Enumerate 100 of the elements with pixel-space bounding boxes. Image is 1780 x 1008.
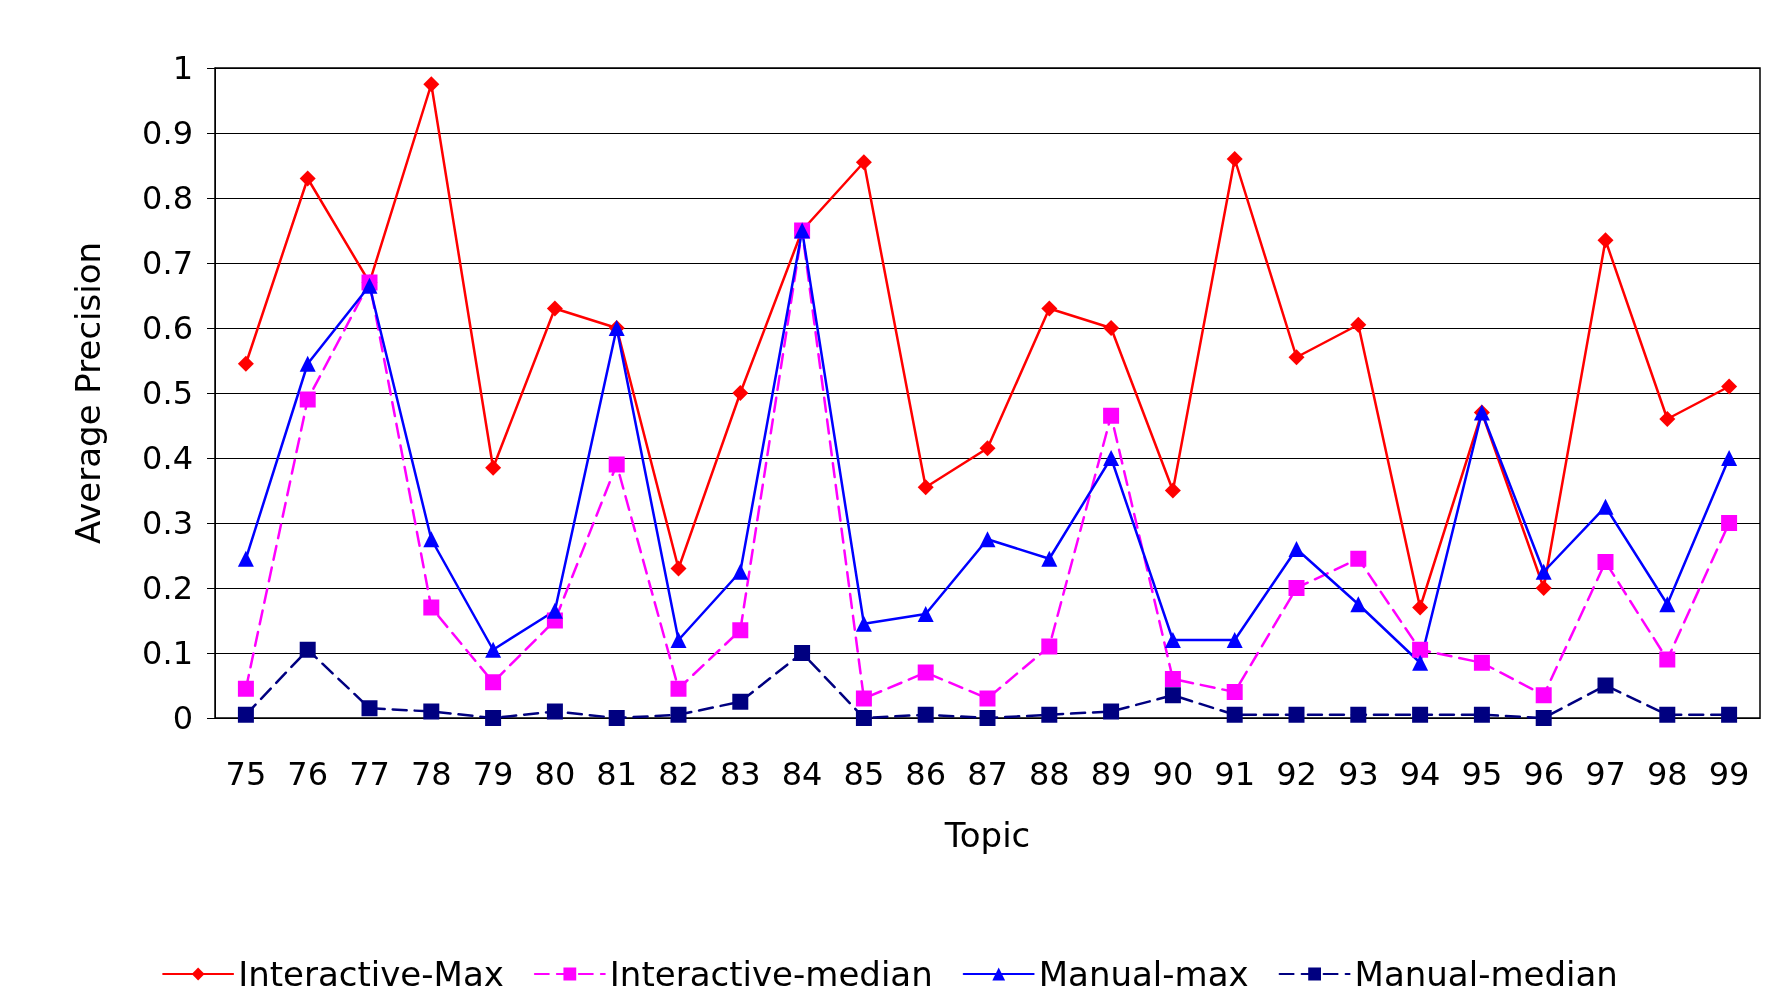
x-tick-label: 85: [843, 755, 885, 793]
point: [1041, 706, 1058, 723]
point: [732, 622, 749, 639]
point: [1164, 671, 1181, 687]
point: [299, 170, 316, 187]
point: [1412, 641, 1429, 658]
point: [1721, 515, 1738, 531]
point: [917, 479, 934, 496]
y-tick-label: 0.1: [142, 634, 193, 672]
point: [1659, 596, 1676, 613]
legend-label: Interactive-median: [609, 954, 933, 994]
x-tick-label: 87: [967, 755, 1008, 793]
point: [1041, 300, 1058, 317]
point: [1226, 632, 1243, 648]
legend-label: Manual-median: [1354, 954, 1618, 994]
x-tick-label: 81: [596, 755, 638, 793]
point: [732, 693, 749, 710]
point: [485, 674, 502, 691]
x-tick-label: 75: [225, 755, 267, 793]
y-tick-label: 0.5: [142, 374, 193, 412]
point: [670, 632, 687, 648]
point: [1350, 550, 1367, 567]
x-tick-label: 89: [1090, 755, 1132, 793]
point: [1412, 706, 1429, 723]
point: [237, 680, 254, 697]
x-tick-label: 77: [349, 755, 390, 793]
x-tick-label: 76: [287, 755, 329, 793]
point: [917, 706, 934, 723]
x-tick-label: 86: [905, 755, 947, 793]
x-tick-label: 78: [410, 755, 452, 793]
point: [732, 563, 749, 580]
x-tick-label: 91: [1214, 755, 1256, 793]
y-axis-title: Average Precision: [68, 241, 108, 545]
point: [1288, 706, 1305, 723]
point: [1226, 151, 1243, 167]
point: [1350, 596, 1367, 613]
point: [299, 641, 316, 658]
point: [546, 703, 563, 720]
point: [1597, 498, 1614, 515]
point: [1535, 580, 1552, 596]
point: [1721, 378, 1738, 395]
point: [1659, 706, 1676, 723]
point: [1473, 706, 1490, 723]
point: [670, 680, 687, 697]
point: [1473, 654, 1490, 671]
x-tick-label: 84: [781, 755, 823, 793]
x-tick-label: 93: [1337, 755, 1379, 793]
point: [670, 706, 687, 723]
y-tick-label: 0.3: [142, 504, 193, 542]
legend-label: Interactive-Max: [238, 954, 504, 994]
y-tick-label: 0.8: [142, 179, 193, 217]
point: [1288, 541, 1305, 557]
x-axis-title: Topic: [943, 815, 1031, 855]
point: [917, 664, 934, 681]
point: [794, 645, 811, 661]
x-tick-label: 90: [1152, 755, 1194, 793]
point: [485, 641, 502, 658]
y-tick-label: 1: [172, 49, 193, 87]
point: [1721, 450, 1738, 466]
point: [1041, 550, 1058, 567]
point: [237, 355, 254, 372]
point: [1226, 706, 1243, 723]
point: [979, 690, 996, 707]
point: [1535, 710, 1552, 726]
y-tick-label: 0.2: [142, 569, 193, 607]
point: [1350, 316, 1367, 333]
point: [1721, 706, 1738, 723]
point: [1350, 706, 1367, 723]
point: [1226, 684, 1243, 700]
x-tick-label: 82: [658, 755, 699, 793]
x-tick-label: 94: [1399, 755, 1441, 793]
point: [1288, 349, 1305, 366]
x-tick-label: 96: [1523, 755, 1565, 793]
point: [1597, 677, 1614, 694]
point: [423, 599, 440, 616]
point: [1659, 411, 1676, 427]
y-tick-label: 0.9: [142, 114, 193, 152]
point: [237, 550, 254, 567]
x-tick-label: 98: [1646, 755, 1688, 793]
point: [670, 560, 687, 577]
point: [979, 440, 996, 457]
point: [485, 710, 502, 726]
point: [485, 459, 502, 476]
x-tick-label: 97: [1585, 755, 1626, 793]
x-tick-label: 83: [719, 755, 761, 793]
point: [1597, 232, 1614, 249]
point: [1103, 320, 1120, 336]
point: [1164, 482, 1181, 499]
point: [423, 703, 440, 720]
point: [1412, 599, 1429, 616]
point: [237, 706, 254, 723]
point: [608, 710, 625, 726]
point: [299, 391, 316, 408]
point: [732, 385, 749, 401]
point: [917, 606, 934, 622]
x-tick-label: 92: [1276, 755, 1317, 793]
point: [855, 690, 872, 707]
x-tick-label: 88: [1028, 755, 1070, 793]
point: [546, 300, 563, 317]
legend-label: Manual-max: [1038, 954, 1249, 994]
